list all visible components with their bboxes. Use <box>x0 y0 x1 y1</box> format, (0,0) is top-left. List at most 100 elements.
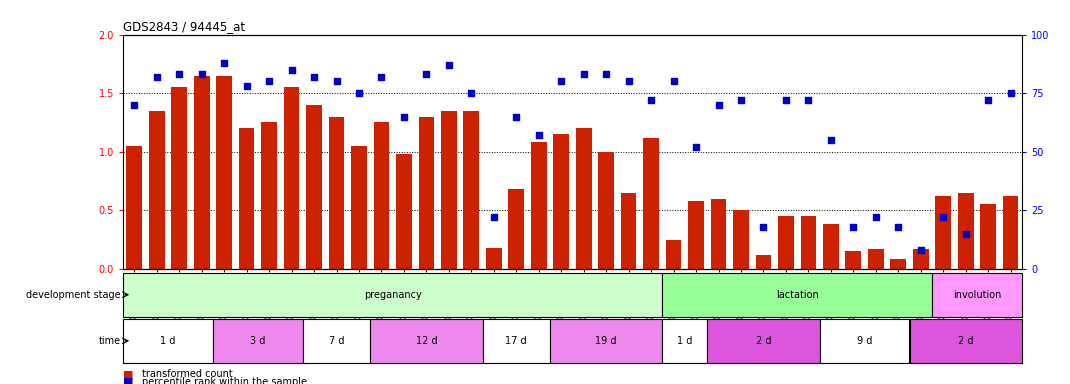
Bar <box>755 255 771 269</box>
Bar <box>441 111 457 269</box>
Point <box>261 78 278 84</box>
Bar <box>550 319 662 363</box>
Bar <box>123 319 213 363</box>
Text: 19 d: 19 d <box>595 336 617 346</box>
Text: 12 d: 12 d <box>415 336 438 346</box>
Point <box>216 60 233 66</box>
Text: lactation: lactation <box>776 290 819 300</box>
Bar <box>733 210 749 269</box>
Bar <box>373 122 389 269</box>
Point <box>417 71 434 78</box>
Point <box>597 71 614 78</box>
Point <box>664 78 682 84</box>
Bar <box>239 128 255 269</box>
Bar <box>370 319 483 363</box>
Bar <box>913 249 929 269</box>
Point <box>979 97 996 103</box>
Bar <box>890 260 906 269</box>
Bar <box>662 319 707 363</box>
Point <box>800 97 817 103</box>
Bar <box>621 193 637 269</box>
Point <box>822 137 839 143</box>
Bar <box>823 224 839 269</box>
Point <box>441 62 458 68</box>
Text: 2 d: 2 d <box>958 336 974 346</box>
Point <box>171 71 188 78</box>
Point <box>530 132 547 138</box>
Bar <box>508 189 524 269</box>
Point <box>507 114 524 120</box>
Point <box>148 74 166 80</box>
Bar <box>1003 196 1019 269</box>
Bar <box>216 76 232 269</box>
Bar <box>980 204 996 269</box>
Bar <box>483 319 550 363</box>
Bar <box>463 111 479 269</box>
Bar <box>935 196 951 269</box>
Text: 2 d: 2 d <box>755 336 771 346</box>
Point <box>912 247 929 253</box>
Point <box>395 114 412 120</box>
Point <box>642 97 659 103</box>
Text: transformed count: transformed count <box>142 369 233 379</box>
Point <box>957 231 974 237</box>
Point <box>777 97 794 103</box>
Text: development stage: development stage <box>26 290 121 300</box>
Text: 17 d: 17 d <box>505 336 528 346</box>
Bar <box>328 117 345 269</box>
Bar <box>171 87 187 269</box>
Bar <box>800 216 816 269</box>
Text: GDS2843 / 94445_at: GDS2843 / 94445_at <box>123 20 245 33</box>
Text: ■: ■ <box>123 377 134 384</box>
Point <box>306 74 323 80</box>
Point <box>935 214 952 220</box>
Bar <box>662 273 932 317</box>
Point <box>351 90 368 96</box>
Bar <box>149 111 165 269</box>
Point <box>1002 90 1019 96</box>
Point <box>238 83 256 89</box>
Bar <box>576 128 592 269</box>
Text: preganancy: preganancy <box>364 290 422 300</box>
Bar <box>351 146 367 269</box>
Point <box>687 144 704 150</box>
Point <box>576 71 593 78</box>
Bar <box>910 319 1022 363</box>
Text: 9 d: 9 d <box>857 336 872 346</box>
Bar <box>958 193 974 269</box>
Bar <box>261 122 277 269</box>
Point <box>462 90 479 96</box>
Point <box>282 67 300 73</box>
Bar <box>598 152 614 269</box>
Point <box>844 223 861 230</box>
Bar <box>553 134 569 269</box>
Bar <box>123 273 662 317</box>
Bar <box>643 137 659 269</box>
Text: 7 d: 7 d <box>328 336 345 346</box>
Text: time: time <box>98 336 121 346</box>
Bar <box>868 249 884 269</box>
Bar <box>418 117 434 269</box>
Point <box>709 102 727 108</box>
Text: 1 d: 1 d <box>677 336 692 346</box>
Point <box>621 78 638 84</box>
Point <box>889 223 906 230</box>
Bar <box>126 146 142 269</box>
Point <box>327 78 345 84</box>
Text: involution: involution <box>952 290 1002 300</box>
Text: 3 d: 3 d <box>250 336 265 346</box>
Bar <box>820 319 910 363</box>
Point <box>552 78 569 84</box>
Bar <box>688 201 704 269</box>
Text: ■: ■ <box>123 369 134 379</box>
Bar <box>213 319 303 363</box>
Point <box>126 102 143 108</box>
Text: 1 d: 1 d <box>160 336 175 346</box>
Point <box>755 223 773 230</box>
Bar <box>306 105 322 269</box>
Bar <box>778 216 794 269</box>
Point <box>867 214 884 220</box>
Bar <box>396 154 412 269</box>
Point <box>372 74 389 80</box>
Bar <box>531 142 547 269</box>
